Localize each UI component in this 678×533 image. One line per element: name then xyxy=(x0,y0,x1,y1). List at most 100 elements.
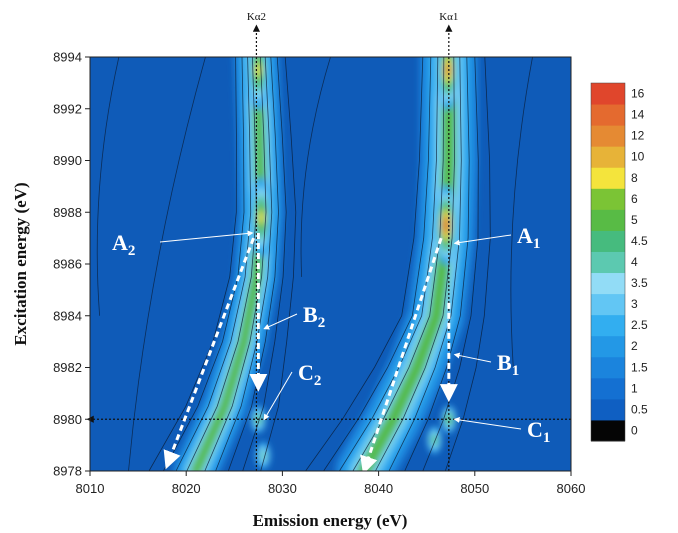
contour-line-1-2 xyxy=(339,57,439,471)
colorbar-label-15: 14 xyxy=(631,108,645,122)
colorbar-bin-13 xyxy=(591,146,625,168)
x-axis-title: Emission energy (eV) xyxy=(253,511,408,530)
contour-line-1-7 xyxy=(422,57,479,471)
colorbar-label-11: 6 xyxy=(631,192,638,206)
annotation-pointer-4 xyxy=(453,352,492,363)
x-tick-label-0: 8010 xyxy=(76,481,105,496)
contour-line-0-5 xyxy=(215,57,273,471)
colorbar-label-13: 10 xyxy=(631,150,645,164)
colorbar-bin-14 xyxy=(591,125,625,147)
plot-area xyxy=(90,57,571,471)
annotation-pointer-3 xyxy=(453,234,512,246)
colorbar-label-16: 16 xyxy=(631,87,645,101)
contour-line-1-6 xyxy=(404,57,470,471)
annotation-pointer-1 xyxy=(263,313,298,330)
peak-2-level-10 xyxy=(445,64,451,76)
y-tick-label-2: 8982 xyxy=(53,360,82,375)
colorbar-label-1: 0.5 xyxy=(631,402,648,416)
y-tick-label-3: 8984 xyxy=(53,308,82,323)
annotation-pointer-0 xyxy=(159,230,254,243)
dashed-guides xyxy=(163,232,458,475)
colorbar-bin-1 xyxy=(591,398,625,421)
colorbar-bin-15 xyxy=(591,104,625,126)
x-tick-label-4: 8050 xyxy=(460,481,489,496)
colorbar-label-8: 4 xyxy=(631,255,638,269)
contour-line-0-3 xyxy=(186,57,257,471)
colorbar-label-14: 12 xyxy=(631,129,645,143)
plot-background xyxy=(90,57,571,471)
colorbar-bin-0 xyxy=(591,419,625,442)
contour-line-1-8 xyxy=(444,57,491,471)
y-tick-label-0: 8978 xyxy=(53,464,82,479)
outer-contour-0 xyxy=(96,57,120,316)
ref-line-label-1: Kα1 xyxy=(439,11,458,23)
y-tick-label-1: 8980 xyxy=(53,412,82,427)
colorbar-label-7: 3.5 xyxy=(631,276,648,290)
annotation-pointer-5 xyxy=(453,416,522,430)
y-tick-label-6: 8990 xyxy=(53,153,82,168)
annotation-sub-5: 1 xyxy=(543,430,551,446)
x-tick-label-3: 8040 xyxy=(364,481,393,496)
outer-contour-2 xyxy=(300,57,331,277)
colorbar-label-9: 4.5 xyxy=(631,234,648,248)
axes: 8010 8020 8030 8040 8050 8060 8978 8980 8982 8984… xyxy=(53,50,585,497)
y-tick-label-7: 8992 xyxy=(53,101,82,116)
colorbar-bin-11 xyxy=(591,188,625,210)
contour-line-1-3 xyxy=(352,57,445,471)
colorbar-bin-9 xyxy=(591,230,625,252)
y-tick-label-5: 8988 xyxy=(53,205,82,220)
colorbar-bin-10 xyxy=(591,209,625,231)
colorbar-bin-7 xyxy=(591,272,625,295)
colorbar-label-3: 1.5 xyxy=(631,360,648,374)
x-tick-label-5: 8060 xyxy=(557,481,586,496)
ridge-band-0-6 xyxy=(192,57,265,471)
contour-line-0-8 xyxy=(260,57,297,471)
x-tick-label-1: 8020 xyxy=(172,481,201,496)
colorbar-bin-12 xyxy=(591,167,625,189)
peak-0-level-8 xyxy=(255,63,261,77)
y-tick-label-4: 8986 xyxy=(53,257,82,272)
annotation-pointer-2 xyxy=(263,371,293,421)
colorbar-bin-8 xyxy=(591,251,625,274)
ref-line-label-0: Kα2 xyxy=(247,11,266,23)
colorbar-bin-3 xyxy=(591,356,625,379)
colorbar-frame xyxy=(590,82,626,442)
colorbar-label-12: 8 xyxy=(631,171,638,185)
peak-5-level-5 xyxy=(431,435,437,444)
colorbar-label-2: 1 xyxy=(631,381,638,395)
annotation-sub-2: 2 xyxy=(314,373,322,389)
colorbar-label-0: 0 xyxy=(631,423,638,437)
colorbar-bin-6 xyxy=(591,293,625,316)
contour-line-0-4 xyxy=(204,57,267,471)
colorbar: 0 0.5 1 1.5 2 2.5 3 3.5 4 4.5 5 6 8 10 12 14 16 xyxy=(590,82,648,442)
reference-lines: Kα2 Kα1 xyxy=(86,11,571,471)
colorbar-bin-4 xyxy=(591,335,625,358)
colorbar-bin-16 xyxy=(591,83,625,105)
annotation-sub-0: 2 xyxy=(128,243,136,259)
y-axis-title: Excitation energy (eV) xyxy=(11,182,30,345)
contour-line-0-2 xyxy=(175,57,252,471)
outer-contour-3 xyxy=(510,57,533,368)
colorbar-label-6: 3 xyxy=(631,297,638,311)
dashed-guide-3 xyxy=(360,237,443,475)
annotation-sub-3: 1 xyxy=(533,236,541,252)
peak-4-level-6 xyxy=(446,415,452,423)
annotation-sub-1: 2 xyxy=(318,315,326,331)
y-tick-label-8: 8994 xyxy=(53,50,82,65)
x-tick-label-2: 8030 xyxy=(268,481,297,496)
contour-line-0-6 xyxy=(227,57,279,471)
annotation-sub-4: 1 xyxy=(512,363,520,379)
colorbar-bin-5 xyxy=(591,314,625,337)
colorbar-label-10: 5 xyxy=(631,213,638,227)
colorbar-bin-2 xyxy=(591,377,625,400)
contour-line-0-7 xyxy=(242,57,287,471)
contour-lines xyxy=(96,57,533,471)
outer-contour-1 xyxy=(128,57,206,471)
colorbar-label-5: 2.5 xyxy=(631,318,648,332)
colorbar-label-4: 2 xyxy=(631,339,638,353)
peak-3-level-11 xyxy=(443,220,449,231)
contour-line-0-0 xyxy=(148,57,237,471)
peak-1-level-8 xyxy=(258,211,264,224)
dashed-guide-1 xyxy=(163,237,255,470)
